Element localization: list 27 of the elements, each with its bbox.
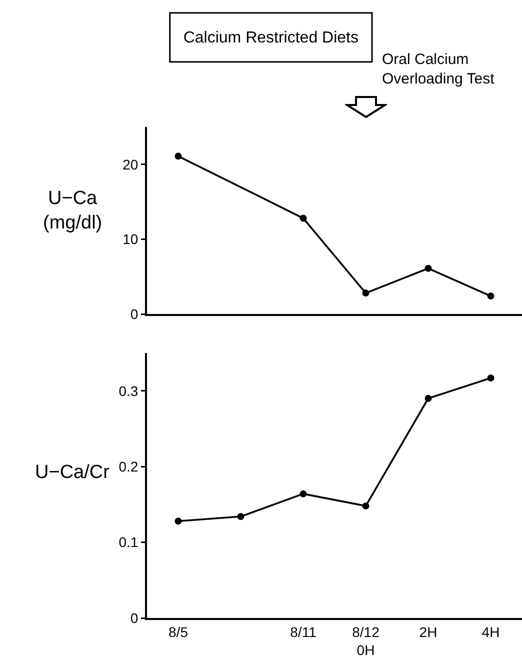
y-tick-label: 0	[130, 610, 138, 626]
point	[174, 152, 182, 160]
y-tick-label: 0.2	[118, 458, 138, 474]
x-tick-label: 8/5	[168, 624, 188, 640]
point	[300, 490, 307, 498]
y-axis-title: U−Ca/Cr	[35, 462, 110, 483]
chart-title: Calcium Restricted Diets	[183, 30, 358, 47]
point	[174, 518, 182, 525]
x-tick-label: 2H	[419, 624, 438, 640]
point	[300, 214, 307, 222]
point	[487, 292, 494, 300]
y-axis-title: U−Ca (mg/dl)	[43, 188, 102, 234]
point	[487, 374, 494, 382]
text: Oral Calcium Overloading Test	[382, 51, 496, 88]
point	[424, 394, 432, 402]
point	[424, 264, 432, 272]
x-tick-label: 4H	[482, 624, 500, 640]
y-tick-label: 0	[130, 306, 138, 322]
point	[362, 290, 370, 297]
x-tick-label: 8/12 0H	[352, 624, 380, 658]
point	[362, 502, 370, 510]
point	[237, 513, 244, 520]
y-tick-label: 10	[122, 231, 138, 248]
y-tick-label: 0.1	[118, 534, 138, 550]
y-tick-label: 20	[122, 156, 138, 172]
x-tick-label: 8/11	[290, 624, 317, 640]
y-tick-label: 0.3	[118, 382, 138, 399]
